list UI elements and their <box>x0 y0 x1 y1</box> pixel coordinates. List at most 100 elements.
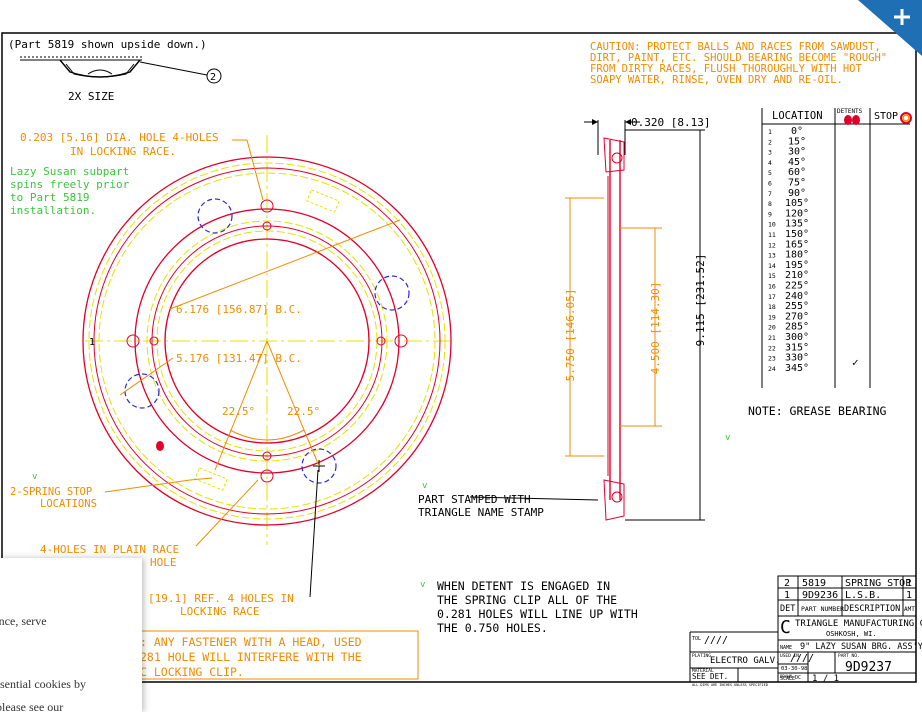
lazy-susan-line-3: to Part 5819 <box>10 191 89 204</box>
lazy-susan-line-2: spins freely prior <box>10 178 130 191</box>
stamp-line-2: TRIANGLE NAME STAMP <box>418 506 544 519</box>
pl-det-1: 2 <box>784 578 790 589</box>
location-number: 18 <box>768 303 776 311</box>
dims-note: ALL DIMS ARE INCHES UNLESS SPECIFIED <box>692 683 768 687</box>
location-angle: 15° <box>788 136 806 147</box>
hole-note-line-1: 0.203 [5.16] DIA. HOLE 4-HOLES <box>20 131 219 144</box>
location-number: 4 <box>768 159 772 167</box>
caution-line-3: FROM DIRTY RACES, FLUSH THOROUGHLY WITH … <box>590 63 863 75</box>
pl-amt-1: 1 <box>906 578 912 589</box>
location-number: 22 <box>768 344 776 352</box>
cookie-text-1: ience, serve <box>0 614 47 628</box>
drawn-label: DRAWN <box>780 674 793 679</box>
tol-value: //// <box>704 635 728 646</box>
location-number: 15 <box>768 272 776 280</box>
angle-right-label: 22.5° <box>287 405 320 418</box>
location-rows: 1 0°2 15°3 30°4 45°5 60°6 75°7 90°8 105°9 120°10 1… <box>768 126 809 374</box>
scale-label: SCALE <box>780 676 795 682</box>
caution-line-4: SOAPY WATER, RINSE, OVEN DRY AND RE-OIL. <box>590 74 843 86</box>
location-angle: 150° <box>785 229 809 240</box>
fastener-line-1: : ANY FASTENER WITH A HEAD, USED <box>140 635 362 649</box>
angle-left-label: 22.5° <box>222 405 255 418</box>
mark-1: 1 <box>89 337 95 348</box>
location-angle: 285° <box>785 322 809 333</box>
spring-stop-line-2: LOCATIONS <box>40 498 97 510</box>
top-note: (Part 5819 shown upside down.) <box>8 38 207 51</box>
pl-header-part: PART NUMBER <box>801 605 844 613</box>
location-number: 24 <box>768 365 776 373</box>
spring-clip-sketch <box>20 56 222 84</box>
pl-header-amt: AMT <box>904 606 915 613</box>
location-number: 11 <box>768 231 776 239</box>
bc-outer-label: 6.176 [156.87] B.C. <box>176 303 302 316</box>
location-number: 10 <box>768 221 776 229</box>
stop-header: STOP <box>874 111 898 122</box>
location-number: 9 <box>768 210 772 218</box>
detent-line-3: 0.281 HOLES WILL LINE UP WITH <box>437 607 638 621</box>
fastener-warning: : ANY FASTENER WITH A HEAD, USED 281 HOL… <box>134 630 419 680</box>
caution-line-1: CAUTION: PROTECT BALLS AND RACES FROM SA… <box>590 41 881 53</box>
location-angle: 90° <box>788 188 806 199</box>
name-label: NAME <box>780 645 792 651</box>
pl-det-2: 1 <box>784 590 790 601</box>
company-city: OSHKOSH, WI. <box>826 630 877 638</box>
add-corner-button[interactable] <box>858 0 922 56</box>
location-angle: 330° <box>785 353 809 364</box>
location-angle: 345° <box>785 363 809 374</box>
location-angle: 60° <box>788 167 806 178</box>
pl-part-2: 9D9236 <box>802 590 838 601</box>
location-number: 7 <box>768 190 772 198</box>
check-mark-b: v <box>422 481 427 491</box>
location-number: 1 <box>768 128 772 136</box>
stamp-leader <box>469 496 599 501</box>
location-angle: 210° <box>785 270 809 281</box>
location-angle: 315° <box>785 342 809 353</box>
detent-line-2: THE SPRING CLIP ALL OF THE <box>437 593 617 607</box>
location-angle: 75° <box>788 178 806 189</box>
detent-line-4: THE 0.750 HOLES. <box>437 621 548 635</box>
location-angle: 45° <box>788 157 806 168</box>
material-label: MATERIAL <box>692 668 714 674</box>
title-block: C TRIANGLE MANUFACTURING CO. OSHKOSH, WI… <box>689 615 922 687</box>
dim-114: 4.500 [114.30] <box>649 282 662 375</box>
thickness-dim: 0.320 [8.13] <box>631 116 710 129</box>
used-label: USED IN <box>780 653 799 659</box>
balloon-2-label: 2 <box>210 72 216 83</box>
part-no-label: PART NO. <box>838 653 860 659</box>
location-number: 21 <box>768 334 776 342</box>
tol-label: TOL <box>692 636 701 642</box>
dim-146: 5.750 [146.05] <box>564 289 577 382</box>
lazy-susan-line-4: installation. <box>10 204 96 217</box>
stamp-line-1: PART STAMPED WITH <box>418 493 531 506</box>
location-number: 5 <box>768 169 772 177</box>
location-angle: 135° <box>785 219 809 230</box>
location-angle: 300° <box>785 332 809 343</box>
spring-stop-line-1: 2-SPRING STOP <box>10 486 92 498</box>
location-number: 6 <box>768 180 772 188</box>
plating-value: ELECTRO GALV. <box>710 656 780 666</box>
location-angle: 0° <box>791 126 803 137</box>
material-value: SEE DET. <box>692 672 728 681</box>
caution-line-2: DIRT, PAINT, ETC. SHOULD BEARING BECOME … <box>590 52 887 64</box>
plating-label: PLATING <box>692 653 711 659</box>
location-angle: 120° <box>785 208 809 219</box>
plain-race-line-2: HOLE <box>150 556 177 569</box>
location-angle: 195° <box>785 260 809 271</box>
cookie-banner: ience, serve essential cookies by , plea… <box>0 558 142 712</box>
pl-desc-2: L.S.B. <box>845 590 881 601</box>
location-number: 16 <box>768 283 776 291</box>
location-number: 20 <box>768 324 776 332</box>
pl-header-desc: DESCRIPTION <box>844 604 900 614</box>
part-no-value: 9D9237 <box>845 660 892 675</box>
location-number: 19 <box>768 313 776 321</box>
bearing-top-view <box>82 135 455 598</box>
ref-holes-line-2: LOCKING RACE <box>180 605 259 618</box>
location-angle: 180° <box>785 250 809 261</box>
assembly-name: 9" LAZY SUSAN BRG. ASS'Y <box>800 642 922 652</box>
location-number: 8 <box>768 200 772 208</box>
hole-note-line-2: IN LOCKING RACE. <box>70 145 176 158</box>
fastener-line-2: 281 HOLE WILL INTERFERE WITH THE <box>140 650 362 664</box>
grease-note: NOTE: GREASE BEARING <box>748 404 887 418</box>
location-angle: 105° <box>785 198 809 209</box>
drawn-value: DC <box>795 675 801 681</box>
